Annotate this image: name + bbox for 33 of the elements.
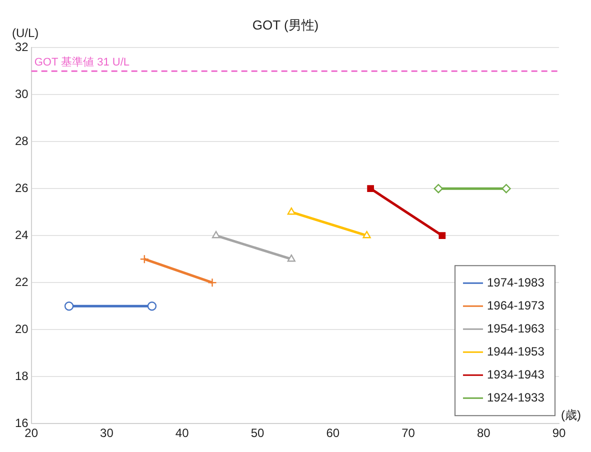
y-tick-label: 24 — [14, 228, 29, 242]
legend-label: 1974-1983 — [487, 275, 545, 290]
y-tick-label: 20 — [14, 322, 29, 336]
y-tick-label: 30 — [14, 86, 29, 101]
ref-line-label: GOT 基準値 31 U/L — [34, 56, 130, 69]
x-tick-label: 60 — [326, 426, 340, 440]
y-tick-label: 18 — [14, 368, 29, 383]
y-tick-label: 28 — [14, 134, 29, 148]
x-axis-title: (歳) — [561, 408, 581, 422]
x-tick-label: 70 — [402, 426, 416, 440]
x-tick-label: 80 — [476, 426, 491, 440]
point — [438, 232, 446, 240]
point — [147, 302, 157, 311]
x-tick-label: 40 — [175, 426, 190, 440]
legend-label: 1954-1963 — [487, 321, 545, 336]
legend-label: 1944-1953 — [487, 344, 545, 358]
point — [434, 184, 443, 194]
point — [502, 184, 511, 194]
point — [367, 185, 374, 192]
x-tick-label: 50 — [250, 426, 264, 440]
y-tick-label: 32 — [14, 40, 29, 54]
x-tick-label: 30 — [100, 426, 114, 440]
legend-label: 1934-1943 — [487, 367, 545, 382]
y-axis-title: (U/L) — [12, 26, 39, 40]
y-tick-label: 26 — [14, 180, 29, 195]
point — [64, 302, 74, 311]
chart-title: GOT (男性) — [252, 17, 319, 32]
point — [140, 254, 150, 264]
legend-label: 1964-1973 — [487, 298, 545, 312]
x-tick-label: 90 — [552, 426, 566, 440]
point — [208, 278, 217, 288]
legend-label: 1924-1933 — [487, 390, 545, 404]
y-tick-label: 22 — [14, 274, 29, 289]
